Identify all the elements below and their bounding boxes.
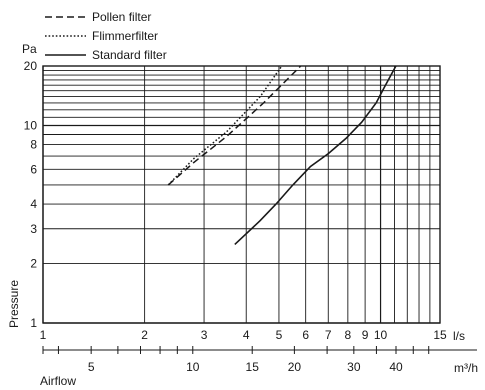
y-tick-label: 20 <box>24 59 38 73</box>
y-tick-label: 10 <box>24 118 38 132</box>
y-tick-label: 3 <box>30 222 37 236</box>
series-lines <box>167 65 397 245</box>
legend: Pollen filter Flimmerfilter Standard filte… <box>45 10 167 62</box>
x-axis-title: Airflow <box>40 374 76 388</box>
y-tick-label: 8 <box>30 138 37 152</box>
x-tick-label: 2 <box>141 328 148 342</box>
y-axis-title: Pressure <box>7 280 21 328</box>
series-line-0 <box>167 65 302 186</box>
x-tick-label: 8 <box>345 328 352 342</box>
legend-label-0: Pollen filter <box>92 10 151 24</box>
x-tick-label: 3 <box>201 328 208 342</box>
x-unit-secondary-label: m³/h <box>454 361 478 375</box>
series-line-2 <box>234 65 397 245</box>
secondary-tick-label: 20 <box>288 360 302 374</box>
secondary-tick-label: 40 <box>389 360 403 374</box>
plot-frame <box>42 65 441 324</box>
y-tick-label: 4 <box>30 197 37 211</box>
secondary-axis: 5 10 15 20 30 40 <box>42 346 477 374</box>
x-tick-label: 6 <box>302 328 309 342</box>
secondary-tick-label: 5 <box>88 360 95 374</box>
y-tick-label: 1 <box>30 316 37 330</box>
x-tick-label: 5 <box>276 328 283 342</box>
legend-label-1: Flimmerfilter <box>92 29 158 43</box>
x-tick-label: 7 <box>325 328 332 342</box>
x-tick-label: 9 <box>362 328 369 342</box>
x-tick-label: 10 <box>374 328 388 342</box>
y-tick-label: 2 <box>30 257 37 271</box>
x-unit-primary-label: l/s <box>453 329 465 343</box>
secondary-tick-label: 10 <box>186 360 200 374</box>
x-tick-label: 15 <box>433 328 447 342</box>
secondary-tick-label: 15 <box>246 360 260 374</box>
grid <box>42 65 441 324</box>
x-tick-label: 4 <box>243 328 250 342</box>
x-tick-label: 1 <box>40 328 47 342</box>
y-tick-label: 6 <box>30 162 37 176</box>
legend-label-2: Standard filter <box>92 48 167 62</box>
y-unit-label: Pa <box>22 42 37 56</box>
secondary-tick-label: 30 <box>347 360 361 374</box>
